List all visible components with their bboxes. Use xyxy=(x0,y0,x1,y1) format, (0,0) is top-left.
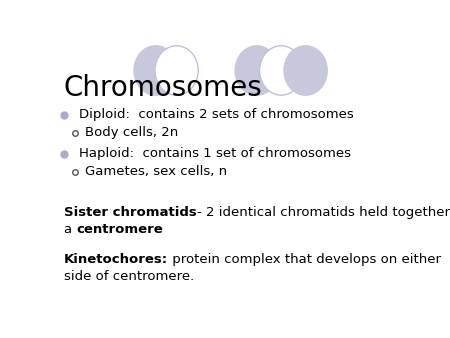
Text: Body cells, 2n: Body cells, 2n xyxy=(85,126,178,140)
Text: - 2 identical chromatids held together by: - 2 identical chromatids held together b… xyxy=(197,206,450,219)
Ellipse shape xyxy=(284,46,327,95)
Text: Gametes, sex cells, n: Gametes, sex cells, n xyxy=(85,166,227,178)
Text: side of centromere.: side of centromere. xyxy=(64,270,194,283)
Text: centromere: centromere xyxy=(76,223,163,236)
Ellipse shape xyxy=(155,46,198,95)
Text: Kinetochores:: Kinetochores: xyxy=(64,253,168,266)
Text: a: a xyxy=(64,223,76,236)
Text: Sister chromatids: Sister chromatids xyxy=(64,206,197,219)
Text: protein complex that develops on either: protein complex that develops on either xyxy=(168,253,441,266)
Ellipse shape xyxy=(260,46,303,95)
Ellipse shape xyxy=(134,46,177,95)
Ellipse shape xyxy=(235,46,279,95)
Text: Chromosomes: Chromosomes xyxy=(64,74,263,102)
Text: Haploid:  contains 1 set of chromosomes: Haploid: contains 1 set of chromosomes xyxy=(79,147,351,160)
Text: Diploid:  contains 2 sets of chromosomes: Diploid: contains 2 sets of chromosomes xyxy=(79,108,354,121)
